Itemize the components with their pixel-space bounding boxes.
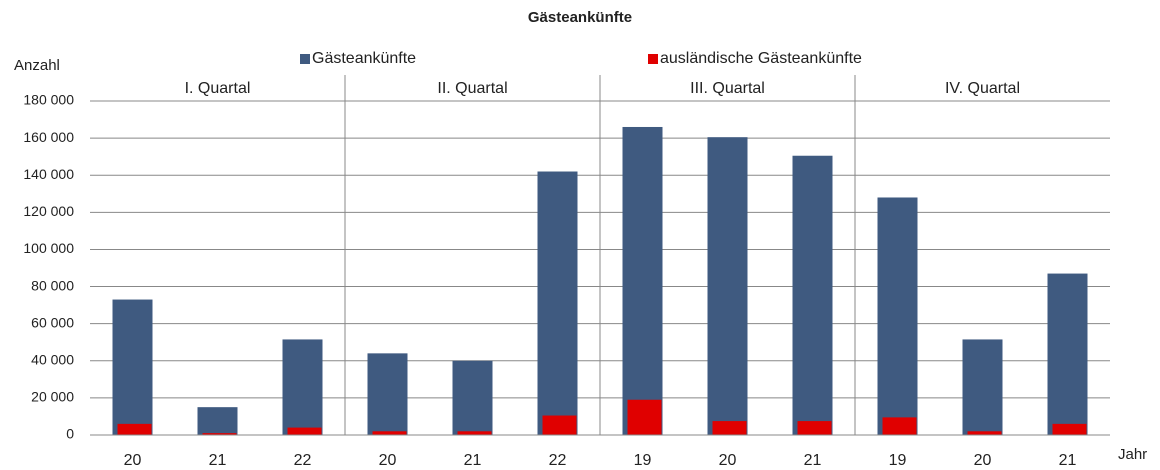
y-tick-label: 140 000 bbox=[23, 166, 74, 182]
group-label: IV. Quartal bbox=[945, 80, 1020, 97]
bar bbox=[537, 171, 578, 435]
x-tick-label: 21 bbox=[209, 452, 227, 469]
bar bbox=[627, 399, 662, 435]
x-tick-label: 20 bbox=[719, 452, 737, 469]
x-axis-label: Jahr bbox=[1118, 446, 1147, 463]
bar bbox=[457, 431, 492, 435]
x-tick-label: 22 bbox=[549, 452, 567, 469]
bar bbox=[622, 126, 663, 435]
bar bbox=[202, 433, 237, 435]
bar bbox=[882, 417, 917, 435]
y-tick-label: 100 000 bbox=[23, 240, 74, 256]
legend-label: ausländische Gästeankünfte bbox=[660, 50, 862, 67]
y-axis-label: Anzahl bbox=[14, 57, 60, 74]
group-label: II. Quartal bbox=[437, 80, 507, 97]
bar bbox=[542, 415, 577, 435]
bar bbox=[707, 137, 748, 435]
legend-label: Gästeankünfte bbox=[312, 50, 416, 67]
bar bbox=[967, 431, 1002, 435]
bar bbox=[712, 421, 747, 435]
x-tick-label: 21 bbox=[464, 452, 482, 469]
bar bbox=[367, 353, 408, 435]
y-tick-label: 180 000 bbox=[23, 92, 74, 108]
y-tick-label: 20 000 bbox=[31, 389, 74, 405]
y-tick-label: 80 000 bbox=[31, 277, 74, 293]
group-label: I. Quartal bbox=[185, 80, 251, 97]
y-tick-label: 0 bbox=[66, 426, 74, 442]
y-tick-label: 160 000 bbox=[23, 129, 74, 145]
legend-swatch bbox=[300, 54, 310, 64]
x-tick-label: 20 bbox=[379, 452, 397, 469]
bar bbox=[962, 339, 1003, 435]
x-tick-label: 20 bbox=[974, 452, 992, 469]
y-tick-label: 120 000 bbox=[23, 203, 74, 219]
y-tick-label: 60 000 bbox=[31, 314, 74, 330]
bar bbox=[282, 339, 323, 435]
legend-swatch bbox=[648, 54, 658, 64]
bar bbox=[797, 421, 832, 435]
x-tick-label: 19 bbox=[634, 452, 652, 469]
bar bbox=[452, 360, 493, 435]
bar bbox=[877, 197, 918, 435]
bar bbox=[287, 427, 322, 435]
x-tick-label: 20 bbox=[124, 452, 142, 469]
bar bbox=[1047, 273, 1088, 435]
group-label: III. Quartal bbox=[690, 80, 765, 97]
chart-title: Gästeankünfte bbox=[528, 9, 632, 26]
bar bbox=[197, 407, 238, 435]
bar bbox=[112, 299, 153, 435]
bar bbox=[1052, 423, 1087, 435]
x-tick-label: 21 bbox=[804, 452, 822, 469]
x-tick-label: 22 bbox=[294, 452, 312, 469]
bar bbox=[117, 423, 152, 435]
y-tick-label: 40 000 bbox=[31, 351, 74, 367]
x-tick-label: 19 bbox=[889, 452, 907, 469]
x-tick-label: 21 bbox=[1059, 452, 1077, 469]
bar bbox=[792, 155, 833, 435]
bar bbox=[372, 431, 407, 435]
